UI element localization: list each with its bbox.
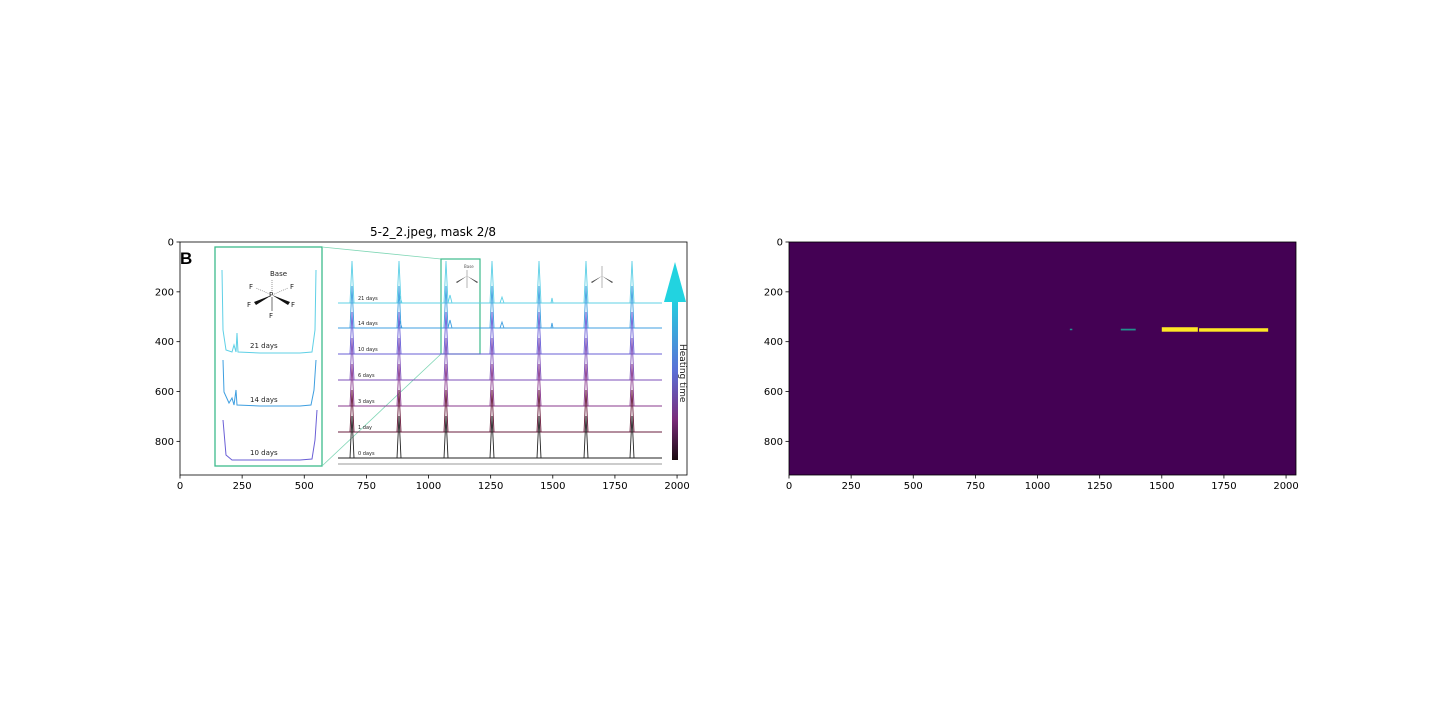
spectrum-trace xyxy=(338,363,662,407)
right-xtick-label: 250 xyxy=(842,481,861,492)
left-axes: B Base P F F F F F xyxy=(155,238,690,493)
inset-spectrum-10d xyxy=(222,409,318,461)
spectrum-label: 6 days xyxy=(358,373,375,379)
atom-f4: F xyxy=(291,301,295,309)
right-xtick-label: 2000 xyxy=(1273,481,1298,492)
left-axes-frame xyxy=(179,241,688,476)
right-ticks: 0 250 500 750 1000 1250 1500 1750 2000 0 200 400 600… xyxy=(764,238,1299,493)
left-ytick-label: 600 xyxy=(155,387,174,398)
heating-arrow: Heating time xyxy=(664,262,687,460)
left-xtick-label: 750 xyxy=(357,481,376,492)
spectrum-trace xyxy=(338,260,662,304)
right-xtick-label: 500 xyxy=(904,481,923,492)
right-ytick-label: 400 xyxy=(764,337,783,348)
spectrum-label: 10 days xyxy=(358,347,378,353)
zoom-line-top xyxy=(321,246,442,260)
spectrum-trace xyxy=(338,389,662,433)
left-xtick-label: 250 xyxy=(233,481,252,492)
inset-spectrum-14d xyxy=(222,359,317,407)
left-xtick-label: 1750 xyxy=(602,481,627,492)
spectrum-label: 1 day xyxy=(358,425,372,431)
mask-region xyxy=(1069,328,1073,331)
mask-region xyxy=(1161,327,1198,332)
spectrum-trace xyxy=(338,311,662,355)
atom-f1: F xyxy=(249,283,253,291)
right-xtick-label: 750 xyxy=(966,481,985,492)
inset-label-21d: 21 days xyxy=(250,342,278,350)
spectrum-label: 0 days xyxy=(358,451,375,457)
spectrum-trace xyxy=(338,337,662,381)
right-ytick-label: 200 xyxy=(764,287,783,298)
left-xtick-label: 2000 xyxy=(664,481,689,492)
molecule-structure: Base P F F F F F xyxy=(247,270,295,320)
atom-f3: F xyxy=(247,301,251,309)
inset-label-14d: 14 days xyxy=(250,396,278,404)
mask-region xyxy=(1120,328,1136,331)
right-ytick-label: 0 xyxy=(777,238,783,249)
left-xtick-label: 1250 xyxy=(478,481,503,492)
left-ytick-label: 800 xyxy=(155,437,174,448)
right-xtick-label: 0 xyxy=(786,481,792,492)
right-xtick-label: 1000 xyxy=(1025,481,1050,492)
molecule-icon-inset: Base xyxy=(456,264,478,288)
molecule-icon-right xyxy=(591,266,613,288)
figure-title: 5-2_2.jpeg, mask 2/8 xyxy=(370,225,496,239)
left-xtick-label: 1500 xyxy=(540,481,565,492)
right-axes: 0 250 500 750 1000 1250 1500 1750 2000 0 200 400 600… xyxy=(764,238,1299,493)
left-ticks: 0 250 500 750 1000 1250 1500 1750 2000 0 200 400 600… xyxy=(155,238,690,493)
stacked-spectra: 21 days 14 days 10 days 6 days 3 days 1 day 0 … xyxy=(338,260,662,465)
atom-p: P xyxy=(269,291,273,299)
right-ytick-label: 600 xyxy=(764,387,783,398)
atom-f2: F xyxy=(290,283,294,291)
left-ytick-label: 0 xyxy=(168,238,174,249)
mask-region xyxy=(1199,328,1269,332)
left-xtick-label: 1000 xyxy=(416,481,441,492)
molecule-base-label: Base xyxy=(270,270,287,278)
molecule-icon-base-label: Base xyxy=(464,264,474,269)
left-ytick-label: 400 xyxy=(155,337,174,348)
right-xtick-label: 1750 xyxy=(1211,481,1236,492)
panel-letter: B xyxy=(180,249,192,268)
spectrum-trace xyxy=(338,415,662,459)
heating-time-label: Heating time xyxy=(677,344,687,403)
embedded-spectra-figure: B Base P F F F F F xyxy=(180,246,687,467)
inset-spectrum-21d xyxy=(221,269,317,354)
left-xtick-label: 0 xyxy=(177,481,183,492)
left-xtick-label: 500 xyxy=(295,481,314,492)
spectrum-label: 14 days xyxy=(358,321,378,327)
inset-box xyxy=(214,246,323,467)
spectrum-label: 3 days xyxy=(358,399,375,405)
mask-background xyxy=(789,242,1296,475)
spectrum-label: 21 days xyxy=(358,296,378,302)
left-ytick-label: 200 xyxy=(155,287,174,298)
right-xtick-label: 1500 xyxy=(1149,481,1174,492)
right-xtick-label: 1250 xyxy=(1087,481,1112,492)
zoom-line-bottom xyxy=(321,353,442,467)
right-axes-frame xyxy=(788,241,1297,476)
left-image-background xyxy=(180,242,687,475)
mask-regions xyxy=(1069,327,1269,332)
right-ytick-label: 800 xyxy=(764,437,783,448)
spectrum-trace xyxy=(338,285,662,329)
atom-f5: F xyxy=(269,312,273,320)
inset-label-10d: 10 days xyxy=(250,449,278,457)
